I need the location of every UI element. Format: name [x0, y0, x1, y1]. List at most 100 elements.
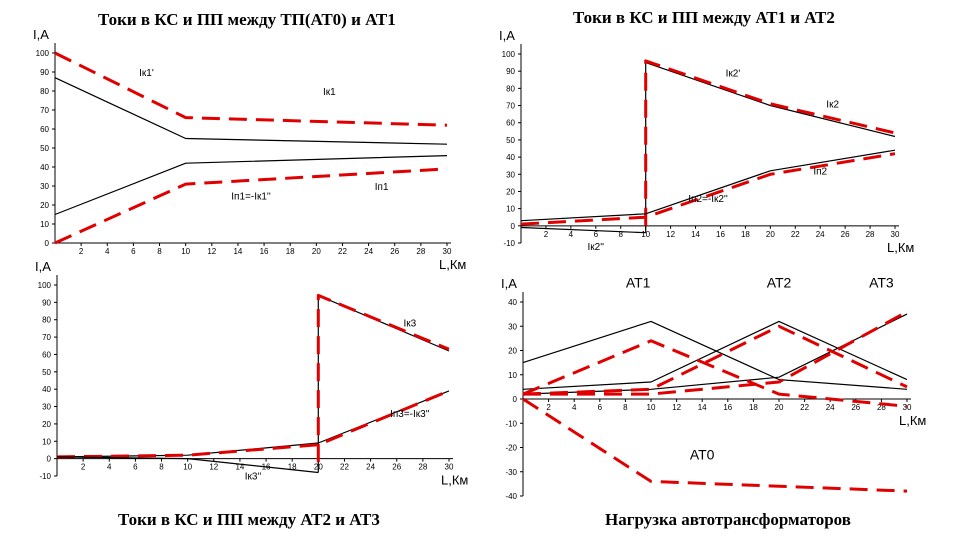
y-tick-label: 50 — [506, 136, 515, 145]
x-tick-label: 22 — [791, 230, 800, 239]
series-line-br-5 — [523, 310, 908, 396]
series-line-br-2 — [522, 313, 908, 395]
x-tick-label: 14 — [235, 463, 244, 472]
x-tick-label: 6 — [594, 230, 599, 239]
y-tick-label: 40 — [42, 385, 51, 394]
x-tick-label: 12 — [666, 230, 675, 239]
y-axis-label: I,A — [33, 27, 49, 42]
x-tick-label: 24 — [366, 463, 375, 472]
series-line-br-1 — [522, 320, 908, 390]
x-tick-label: 26 — [390, 247, 399, 256]
annotation-label: Iп1 — [375, 182, 389, 193]
annotation-label: Iк2 — [826, 99, 839, 110]
x-tick-label: 8 — [159, 463, 164, 472]
y-tick-label: 90 — [42, 298, 51, 307]
y-tick-label: 80 — [42, 316, 51, 325]
y-tick-label: 30 — [508, 322, 517, 331]
y-tick-label: 70 — [42, 333, 51, 342]
x-tick-label: 22 — [800, 403, 809, 412]
y-tick-label: 10 — [508, 371, 517, 380]
y-tick-label: 80 — [40, 87, 49, 96]
y-tick-label: 0 — [511, 222, 516, 231]
x-tick-label: 10 — [641, 230, 650, 239]
x-tick-label: 20 — [766, 230, 775, 239]
x-tick-label: 24 — [826, 403, 835, 412]
y-tick-label: 30 — [506, 170, 515, 179]
series-line-tr-0 — [645, 61, 896, 233]
y-tick-label: -10 — [503, 239, 515, 248]
x-tick-label: 10 — [183, 463, 192, 472]
series-line-tr-4 — [520, 226, 646, 234]
y-tick-label: 40 — [508, 298, 517, 307]
x-tick-label: 6 — [133, 463, 138, 472]
y-tick-label: 40 — [40, 163, 49, 172]
x-tick-label: 28 — [877, 403, 886, 412]
x-tick-label: 16 — [260, 247, 269, 256]
x-tick-label: 28 — [418, 463, 427, 472]
y-axis-label: I,A — [35, 259, 51, 274]
y-tick-label: 0 — [45, 239, 50, 248]
y-tick-label: 20 — [508, 347, 517, 356]
annotation-label: Iк2' — [726, 68, 741, 79]
series-line-tl-2 — [54, 155, 448, 216]
x-tick-label: 30 — [443, 247, 452, 256]
series-line-tl-3 — [54, 167, 448, 245]
y-tick-label: 40 — [506, 153, 515, 162]
annotation-label: Iк1' — [139, 68, 154, 79]
y-tick-label: 60 — [40, 125, 49, 134]
x-tick-label: 2 — [81, 463, 86, 472]
series-line-bl-4 — [56, 456, 319, 474]
series-line-bl-2 — [56, 390, 450, 458]
x-tick-label: 30 — [445, 463, 454, 472]
series-line-bl-3 — [56, 389, 450, 459]
x-tick-label: 30 — [903, 403, 912, 412]
y-tick-label: 0 — [47, 455, 52, 464]
annotation-label: АТ3 — [869, 274, 894, 290]
x-tick-label: 12 — [209, 463, 218, 472]
y-tick-label: 100 — [36, 49, 50, 58]
series-line-br-6 — [522, 397, 908, 493]
x-tick-label: 4 — [107, 463, 112, 472]
y-tick-label: -30 — [505, 468, 517, 477]
x-tick-label: 26 — [841, 230, 850, 239]
x-axis-label: L,Км — [439, 257, 466, 272]
x-tick-label: 2 — [544, 230, 549, 239]
x-tick-label: 2 — [79, 247, 84, 256]
x-tick-label: 28 — [416, 247, 425, 256]
annotation-label: Iк1 — [323, 87, 336, 98]
x-tick-label: 20 — [775, 403, 784, 412]
x-tick-label: 8 — [623, 403, 628, 412]
x-tick-label: 24 — [816, 230, 825, 239]
y-tick-label: 30 — [42, 403, 51, 412]
x-tick-label: 4 — [572, 403, 577, 412]
chart-title-bl: Токи в КС и ПП между АТ2 и АТ3 — [118, 510, 380, 529]
y-tick-label: -40 — [505, 492, 517, 501]
annotation-label: АТ2 — [767, 274, 792, 290]
y-tick-label: 50 — [42, 368, 51, 377]
annotation-label: Iп2 — [813, 166, 827, 177]
x-tick-label: 22 — [340, 463, 349, 472]
x-tick-label: 18 — [286, 247, 295, 256]
x-tick-label: 18 — [749, 403, 758, 412]
x-tick-label: 14 — [233, 247, 242, 256]
annotation-label: Iп2=-Iк2'' — [688, 194, 728, 205]
y-tick-label: 70 — [506, 102, 515, 111]
series-line-tr-3 — [520, 152, 896, 226]
series-line-br-0 — [522, 320, 908, 390]
y-tick-label: 20 — [42, 420, 51, 429]
annotation-label: АТ1 — [626, 274, 651, 290]
x-axis-label: L,Км — [887, 240, 914, 255]
y-tick-label: 70 — [40, 106, 49, 115]
annotation-label: АТ0 — [690, 447, 715, 463]
x-tick-label: 24 — [364, 247, 373, 256]
x-tick-label: 26 — [392, 463, 401, 472]
y-tick-label: 100 — [502, 50, 516, 59]
y-tick-label: 90 — [506, 67, 515, 76]
y-tick-label: 80 — [506, 84, 515, 93]
y-tick-label: 10 — [42, 437, 51, 446]
x-tick-label: 16 — [716, 230, 725, 239]
y-tick-label: 10 — [506, 205, 515, 214]
series-line-br-3 — [522, 339, 908, 408]
